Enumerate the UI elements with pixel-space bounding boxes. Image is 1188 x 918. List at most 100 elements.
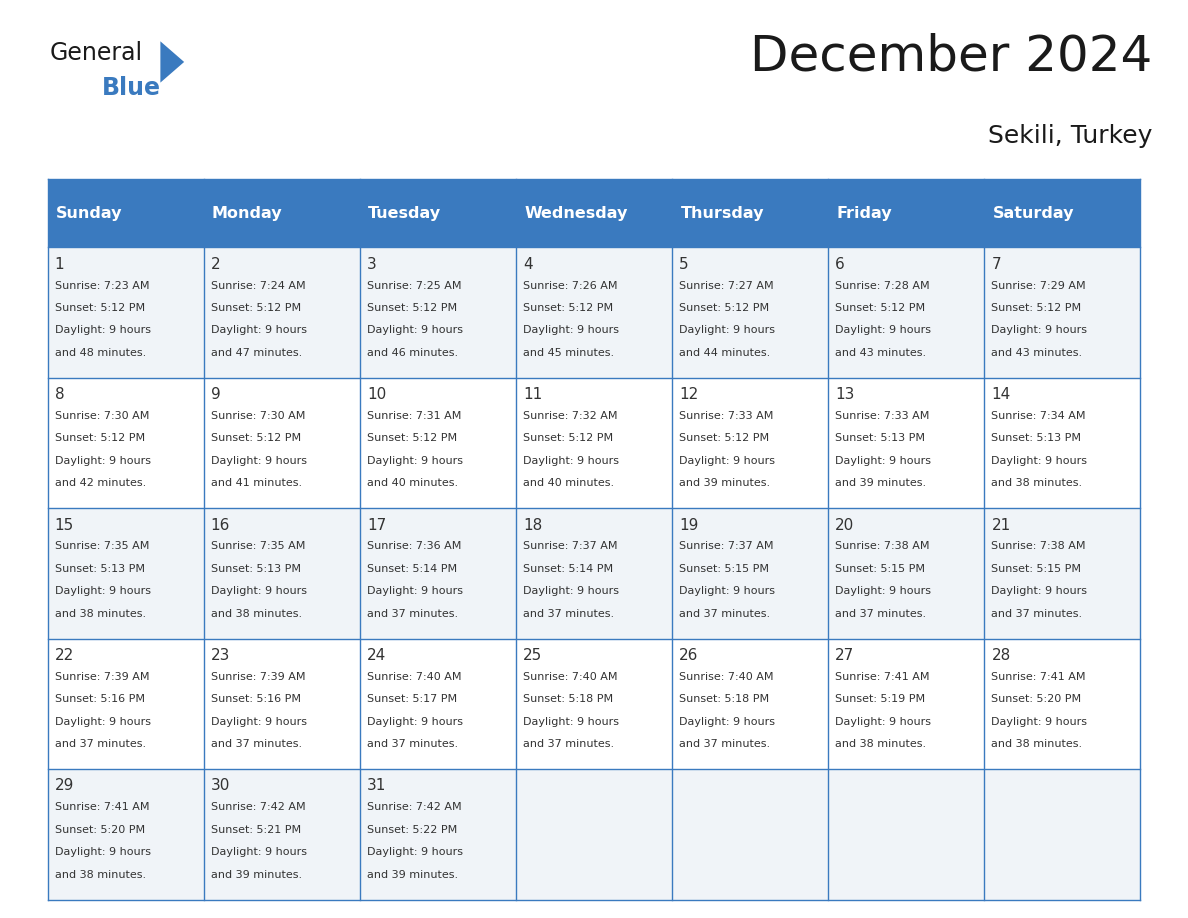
Text: 31: 31	[367, 778, 386, 793]
Text: and 41 minutes.: and 41 minutes.	[210, 478, 302, 488]
Bar	[828, 248, 985, 378]
Text: Sunset: 5:12 PM: Sunset: 5:12 PM	[367, 303, 457, 313]
Bar	[48, 639, 203, 769]
Text: Sunset: 5:12 PM: Sunset: 5:12 PM	[523, 303, 613, 313]
Bar	[828, 639, 985, 769]
Text: Daylight: 9 hours: Daylight: 9 hours	[55, 326, 151, 335]
Text: 11: 11	[523, 387, 542, 402]
Bar	[672, 639, 828, 769]
Text: and 37 minutes.: and 37 minutes.	[523, 609, 614, 619]
Bar	[516, 509, 672, 639]
Bar	[360, 378, 516, 509]
Text: Sunset: 5:14 PM: Sunset: 5:14 PM	[523, 564, 613, 574]
Text: and 38 minutes.: and 38 minutes.	[992, 739, 1082, 749]
Text: Daylight: 9 hours: Daylight: 9 hours	[835, 587, 931, 597]
Text: Sunrise: 7:41 AM: Sunrise: 7:41 AM	[835, 672, 930, 682]
Text: Sekili, Turkey: Sekili, Turkey	[988, 124, 1152, 148]
Text: 10: 10	[367, 387, 386, 402]
Bar	[828, 509, 985, 639]
Text: Daylight: 9 hours: Daylight: 9 hours	[835, 456, 931, 465]
Text: 1: 1	[55, 257, 64, 272]
Text: Sunrise: 7:40 AM: Sunrise: 7:40 AM	[680, 672, 773, 682]
Text: 30: 30	[210, 778, 230, 793]
Text: Sunrise: 7:35 AM: Sunrise: 7:35 AM	[210, 542, 305, 552]
Text: Daylight: 9 hours: Daylight: 9 hours	[835, 717, 931, 727]
Text: Sunrise: 7:29 AM: Sunrise: 7:29 AM	[992, 281, 1086, 290]
Text: Daylight: 9 hours: Daylight: 9 hours	[55, 456, 151, 465]
Text: Sunset: 5:13 PM: Sunset: 5:13 PM	[210, 564, 301, 574]
Text: and 39 minutes.: and 39 minutes.	[367, 869, 459, 879]
Text: Sunset: 5:12 PM: Sunset: 5:12 PM	[992, 303, 1081, 313]
Text: Sunrise: 7:40 AM: Sunrise: 7:40 AM	[367, 672, 461, 682]
Text: 25: 25	[523, 648, 542, 663]
Text: Daylight: 9 hours: Daylight: 9 hours	[523, 326, 619, 335]
Text: Thursday: Thursday	[681, 206, 764, 220]
Text: and 42 minutes.: and 42 minutes.	[55, 478, 146, 488]
Text: Daylight: 9 hours: Daylight: 9 hours	[835, 326, 931, 335]
Text: Sunrise: 7:41 AM: Sunrise: 7:41 AM	[55, 802, 150, 812]
Text: and 44 minutes.: and 44 minutes.	[680, 348, 771, 358]
Text: Daylight: 9 hours: Daylight: 9 hours	[523, 456, 619, 465]
Text: and 37 minutes.: and 37 minutes.	[523, 739, 614, 749]
Text: Daylight: 9 hours: Daylight: 9 hours	[210, 326, 307, 335]
Text: General: General	[50, 41, 143, 65]
Text: and 37 minutes.: and 37 minutes.	[210, 739, 302, 749]
Text: Sunrise: 7:36 AM: Sunrise: 7:36 AM	[367, 542, 461, 552]
Text: Daylight: 9 hours: Daylight: 9 hours	[55, 587, 151, 597]
Text: Sunset: 5:12 PM: Sunset: 5:12 PM	[210, 303, 301, 313]
Bar	[516, 378, 672, 509]
Bar	[672, 509, 828, 639]
Text: Sunrise: 7:24 AM: Sunrise: 7:24 AM	[210, 281, 305, 290]
Text: Sunset: 5:13 PM: Sunset: 5:13 PM	[55, 564, 145, 574]
Text: Sunset: 5:12 PM: Sunset: 5:12 PM	[680, 433, 770, 443]
Text: 4: 4	[523, 257, 532, 272]
Text: 24: 24	[367, 648, 386, 663]
Text: and 48 minutes.: and 48 minutes.	[55, 348, 146, 358]
Text: and 37 minutes.: and 37 minutes.	[367, 609, 459, 619]
Bar	[828, 378, 985, 509]
Text: 23: 23	[210, 648, 230, 663]
Bar	[48, 509, 203, 639]
Text: and 46 minutes.: and 46 minutes.	[367, 348, 459, 358]
Text: Sunrise: 7:23 AM: Sunrise: 7:23 AM	[55, 281, 150, 290]
Bar	[672, 179, 828, 248]
Text: and 39 minutes.: and 39 minutes.	[680, 478, 770, 488]
Text: and 37 minutes.: and 37 minutes.	[835, 609, 927, 619]
Text: Sunrise: 7:37 AM: Sunrise: 7:37 AM	[523, 542, 618, 552]
Text: Sunset: 5:19 PM: Sunset: 5:19 PM	[835, 694, 925, 704]
Text: Daylight: 9 hours: Daylight: 9 hours	[367, 326, 463, 335]
Text: Sunset: 5:12 PM: Sunset: 5:12 PM	[523, 433, 613, 443]
Text: Sunset: 5:13 PM: Sunset: 5:13 PM	[992, 433, 1081, 443]
Text: Daylight: 9 hours: Daylight: 9 hours	[367, 717, 463, 727]
Text: and 39 minutes.: and 39 minutes.	[210, 869, 302, 879]
Text: Sunrise: 7:32 AM: Sunrise: 7:32 AM	[523, 411, 618, 421]
Text: 27: 27	[835, 648, 854, 663]
Text: Daylight: 9 hours: Daylight: 9 hours	[680, 456, 776, 465]
Text: 13: 13	[835, 387, 854, 402]
Bar	[516, 639, 672, 769]
Text: Sunrise: 7:33 AM: Sunrise: 7:33 AM	[835, 411, 930, 421]
Text: 19: 19	[680, 518, 699, 532]
Text: and 37 minutes.: and 37 minutes.	[367, 739, 459, 749]
Bar	[828, 769, 985, 900]
Bar	[48, 179, 203, 248]
Text: 8: 8	[55, 387, 64, 402]
Bar	[203, 769, 360, 900]
Text: Sunset: 5:12 PM: Sunset: 5:12 PM	[210, 433, 301, 443]
Text: Sunrise: 7:35 AM: Sunrise: 7:35 AM	[55, 542, 148, 552]
Text: and 38 minutes.: and 38 minutes.	[55, 609, 146, 619]
Text: Sunset: 5:15 PM: Sunset: 5:15 PM	[835, 564, 925, 574]
Text: Sunrise: 7:39 AM: Sunrise: 7:39 AM	[210, 672, 305, 682]
Text: and 40 minutes.: and 40 minutes.	[523, 478, 614, 488]
Text: 2: 2	[210, 257, 221, 272]
Text: Daylight: 9 hours: Daylight: 9 hours	[680, 326, 776, 335]
Text: 14: 14	[992, 387, 1011, 402]
Text: Sunset: 5:12 PM: Sunset: 5:12 PM	[55, 303, 145, 313]
Text: Sunrise: 7:25 AM: Sunrise: 7:25 AM	[367, 281, 461, 290]
Bar	[516, 769, 672, 900]
Bar	[203, 639, 360, 769]
Text: Daylight: 9 hours: Daylight: 9 hours	[992, 717, 1087, 727]
Text: 26: 26	[680, 648, 699, 663]
Bar	[516, 179, 672, 248]
Text: Friday: Friday	[836, 206, 892, 220]
